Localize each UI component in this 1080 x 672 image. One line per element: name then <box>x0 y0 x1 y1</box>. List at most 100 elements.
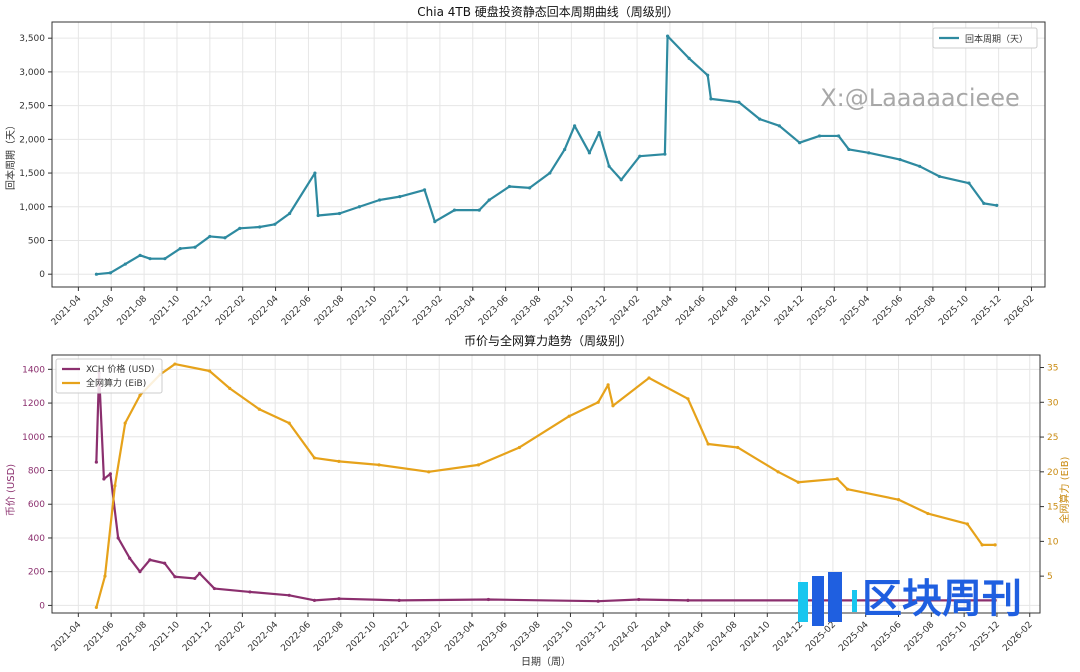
data-point <box>228 386 232 390</box>
x-tick-label: 2024-08 <box>707 294 741 328</box>
data-point <box>377 463 381 467</box>
data-point <box>918 164 922 168</box>
data-point <box>397 598 401 602</box>
data-point <box>452 208 457 212</box>
x-tick-label: 2025-04 <box>839 294 873 328</box>
data-point <box>563 147 567 152</box>
data-point <box>817 134 822 138</box>
data-point <box>208 234 212 239</box>
data-point <box>706 73 710 77</box>
data-point <box>108 271 113 275</box>
data-point <box>606 383 610 387</box>
legend-box <box>55 358 163 394</box>
data-point <box>433 219 437 224</box>
y-tick-label: 1400 <box>22 365 45 375</box>
data-point <box>896 498 901 502</box>
data-point <box>257 407 261 411</box>
top-chart-title: Chia 4TB 硬盘投资静态回本周期曲线（周级别） <box>417 4 679 19</box>
data-point <box>993 598 997 602</box>
x-tick-label: 2022-08 <box>313 294 347 328</box>
data-point <box>686 598 690 602</box>
x-tick-label: 2023-08 <box>509 620 543 654</box>
data-point <box>477 208 481 212</box>
data-point <box>312 456 317 460</box>
data-point <box>845 487 850 491</box>
data-point <box>173 362 177 366</box>
data-point <box>686 397 690 401</box>
data-point <box>148 257 152 261</box>
data-point <box>163 257 167 261</box>
y-tick-label: 3,500 <box>19 34 45 44</box>
data-point <box>777 124 781 128</box>
data-point <box>611 404 615 408</box>
data-point <box>337 459 341 463</box>
x-tick-label: 2022-06 <box>279 620 313 654</box>
data-point <box>148 558 152 562</box>
data-point <box>967 181 971 185</box>
x-tick-label: 2023-10 <box>542 620 576 654</box>
data-point <box>797 141 802 145</box>
x-tick-label: 2025-12 <box>968 620 1002 654</box>
x-tick-label: 2023-04 <box>443 620 477 654</box>
right-y-tick-label: 20 <box>1047 468 1059 478</box>
x-tick-label: 2022-04 <box>247 294 281 328</box>
x-tick-label: 2023-02 <box>411 620 445 654</box>
data-point <box>198 571 202 575</box>
x-tick-label: 2023-08 <box>510 294 544 328</box>
x-axis-label: 日期（周） <box>521 656 571 668</box>
data-point <box>102 477 106 481</box>
logo-bar-icon <box>812 576 824 626</box>
x-tick-label: 2023-02 <box>411 294 445 328</box>
data-point <box>163 561 167 565</box>
y-tick-label: 1200 <box>22 399 45 409</box>
data-point <box>312 598 317 602</box>
x-tick-label: 2024-02 <box>608 620 642 654</box>
watermark-text: X:@Laaaaacieee <box>820 84 1020 112</box>
x-tick-label: 2026-02 <box>1001 620 1035 654</box>
x-tick-label: 2022-04 <box>247 620 281 654</box>
data-point <box>607 164 611 168</box>
legend-label: 回本周期（天） <box>965 33 1028 45</box>
y-tick-label: 1,500 <box>19 169 45 179</box>
data-point <box>965 522 969 526</box>
left-y-axis-label: 币价 (USD) <box>5 464 17 516</box>
series-line-1 <box>95 362 996 608</box>
x-tick-label: 2021-10 <box>148 620 182 654</box>
x-tick-label: 2021-06 <box>83 620 117 654</box>
data-point <box>398 195 402 199</box>
x-tick-label: 2024-12 <box>772 620 806 654</box>
data-point <box>573 124 577 128</box>
data-point <box>687 56 691 61</box>
data-point <box>638 154 642 158</box>
data-point <box>193 245 197 249</box>
y-tick-label: 200 <box>28 568 45 578</box>
series-line-0 <box>95 371 996 603</box>
x-tick-label: 2022-08 <box>312 620 346 654</box>
x-tick-label: 2021-08 <box>116 294 150 328</box>
plot-frame <box>51 354 1041 614</box>
data-point <box>486 597 491 602</box>
data-point <box>637 597 641 602</box>
data-point <box>138 570 142 574</box>
data-point <box>313 171 317 175</box>
x-tick-label: 2024-02 <box>609 294 643 328</box>
data-point <box>898 157 902 162</box>
data-point <box>982 201 986 205</box>
y-tick-label: 0 <box>39 601 45 611</box>
x-tick-label: 2024-06 <box>674 294 708 328</box>
right-y-tick-label: 5 <box>1047 572 1053 582</box>
data-point <box>238 226 242 230</box>
data-point <box>287 421 291 425</box>
data-point <box>337 211 342 216</box>
data-point <box>273 222 277 226</box>
data-point <box>173 575 177 579</box>
y-tick-label: 1,000 <box>19 203 45 213</box>
data-point <box>108 472 112 476</box>
data-point <box>103 574 107 578</box>
data-point <box>706 442 710 446</box>
data-point <box>980 543 984 547</box>
data-point <box>116 536 120 540</box>
legend-label: 全网算力 (EiB) <box>86 377 146 389</box>
right-y-tick-label: 30 <box>1047 398 1059 408</box>
